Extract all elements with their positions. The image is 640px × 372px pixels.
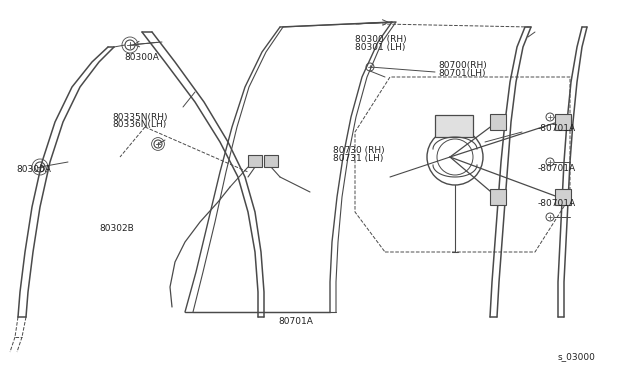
Bar bbox=[490, 114, 506, 130]
Bar bbox=[248, 155, 262, 167]
Text: 80301 (LH): 80301 (LH) bbox=[355, 43, 406, 52]
Text: -80701A: -80701A bbox=[538, 199, 576, 208]
Text: s_03000: s_03000 bbox=[557, 352, 595, 361]
Bar bbox=[264, 155, 278, 167]
Text: -80701A: -80701A bbox=[538, 164, 576, 173]
Text: 80701(LH): 80701(LH) bbox=[438, 69, 486, 78]
Text: 80335N(RH): 80335N(RH) bbox=[112, 113, 168, 122]
Text: 80300 (RH): 80300 (RH) bbox=[355, 35, 407, 44]
Text: 80731 (LH): 80731 (LH) bbox=[333, 154, 383, 163]
Text: 80300A: 80300A bbox=[125, 53, 159, 62]
FancyBboxPatch shape bbox=[435, 115, 473, 137]
Text: -80701A: -80701A bbox=[538, 124, 576, 133]
Text: 80302B: 80302B bbox=[99, 224, 134, 233]
Text: 80701A: 80701A bbox=[278, 317, 313, 326]
Text: 80700(RH): 80700(RH) bbox=[438, 61, 487, 70]
Text: 80730 (RH): 80730 (RH) bbox=[333, 146, 385, 155]
Bar bbox=[555, 189, 571, 205]
Bar bbox=[490, 189, 506, 205]
Text: 80300A: 80300A bbox=[16, 165, 51, 174]
Bar bbox=[555, 114, 571, 130]
Text: 80336N(LH): 80336N(LH) bbox=[112, 120, 166, 129]
